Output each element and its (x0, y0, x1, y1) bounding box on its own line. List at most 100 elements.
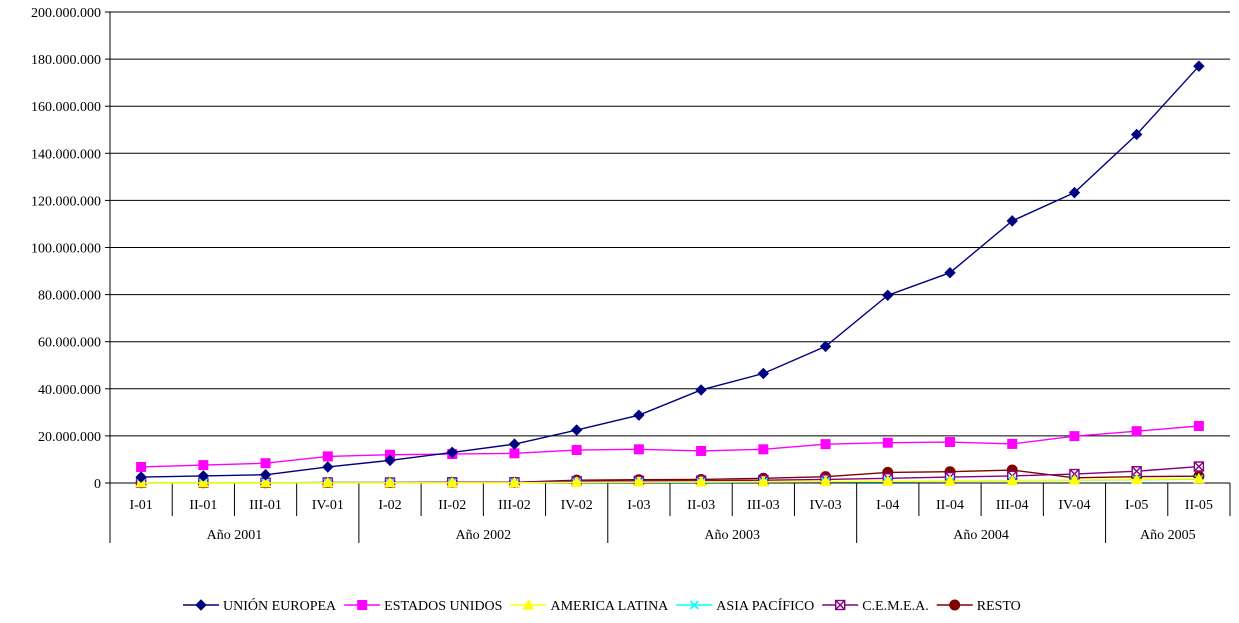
data-point-marker (198, 460, 209, 471)
group-label: Año 2003 (704, 528, 760, 543)
legend-item: C.E.M.E.A. (822, 599, 929, 614)
x-tick-label: IV-04 (1058, 498, 1090, 513)
x-tick-label: II-04 (936, 498, 964, 513)
y-tick-label: 0 (94, 477, 101, 492)
data-point-marker (882, 437, 893, 448)
data-point-marker-cross (1131, 466, 1142, 477)
x-tick-label: II-01 (189, 498, 217, 513)
data-point-marker (944, 266, 956, 279)
data-point-marker (945, 437, 955, 448)
series-line (141, 425, 1199, 468)
data-point-marker (1068, 474, 1081, 485)
data-point-marker-cross (1193, 461, 1204, 472)
x-tick-label: I-02 (378, 498, 401, 513)
x-tick-label: III-03 (747, 498, 780, 513)
data-point-marker (633, 444, 644, 455)
x-tick-label: II-03 (687, 498, 715, 513)
legend-label: RESTO (977, 599, 1021, 614)
data-point-marker (384, 476, 396, 488)
data-point-marker (570, 424, 583, 436)
data-point-marker (322, 451, 333, 462)
data-point-marker (1068, 186, 1081, 199)
y-tick-label: 60.000.000 (38, 336, 101, 351)
data-point-marker (633, 476, 645, 487)
legend-item: ESTADOS UNIDOS (344, 599, 502, 614)
data-point-marker (570, 476, 583, 487)
legend-label: ESTADOS UNIDOS (384, 599, 502, 614)
y-tick-label: 200.000.000 (31, 6, 101, 21)
x-tick-label: IV-01 (312, 498, 344, 513)
data-point-marker (695, 475, 707, 487)
data-point-marker (696, 445, 707, 456)
x-tick-label: III-02 (498, 498, 531, 513)
data-point-marker (944, 475, 956, 486)
data-point-marker (1007, 438, 1018, 449)
data-point-marker (1131, 426, 1142, 437)
data-point-marker (135, 471, 147, 483)
data-point-marker (259, 476, 272, 488)
data-point-marker-cross (835, 600, 846, 610)
data-point-marker (322, 461, 334, 473)
data-point-marker (508, 438, 521, 450)
data-point-marker (446, 446, 458, 459)
data-point-marker (136, 461, 147, 472)
y-tick-label: 40.000.000 (38, 383, 101, 398)
data-point-marker (1006, 215, 1018, 227)
y-tick-label: 120.000.000 (31, 194, 101, 209)
data-point-marker (446, 476, 459, 488)
y-tick-label: 20.000.000 (38, 430, 101, 445)
legend-label: AMERICA LATINA (550, 599, 669, 614)
gridlines (110, 11, 1230, 484)
data-point-marker (260, 458, 271, 469)
x-tick-label: IV-03 (809, 498, 841, 513)
data-point-marker (1006, 474, 1019, 486)
data-point-marker (357, 600, 368, 610)
data-point-marker (522, 598, 535, 610)
data-point-marker (758, 444, 769, 455)
legend-item: ASIA PACÍFICO (676, 597, 814, 614)
legend-item: AMERICA LATINA (510, 598, 669, 614)
series-uni-n-europea (135, 60, 1205, 483)
data-point-marker (508, 476, 521, 488)
series-line (141, 478, 1199, 484)
x-tick-label: IV-02 (561, 498, 593, 513)
group-label: Año 2005 (1140, 528, 1196, 543)
data-point-marker (757, 475, 770, 487)
group-label: Año 2002 (456, 528, 512, 543)
x-tick-label: I-05 (1125, 498, 1148, 513)
legend-item: UNIÓN EUROPEA (183, 597, 337, 614)
legend-label: ASIA PACÍFICO (716, 597, 814, 614)
data-point-marker (689, 600, 699, 610)
series-group (135, 60, 1205, 489)
data-point-marker (819, 475, 832, 487)
data-point-marker (1193, 472, 1205, 484)
data-point-marker (321, 476, 334, 488)
data-point-marker (1193, 60, 1205, 72)
x-tick-label: I-01 (129, 498, 152, 513)
x-tick-label: III-01 (249, 498, 282, 513)
data-point-marker (695, 384, 707, 396)
x-axis: I-01 II-01 III-01 IV-01 I-02 II-02 III-02 IV-02… (109, 12, 1231, 543)
data-point-marker (1130, 473, 1143, 484)
y-tick-label: 80.000.000 (38, 289, 101, 304)
data-point-marker (1193, 421, 1204, 432)
x-tick-label: II-02 (438, 498, 466, 513)
legend-item: RESTO (936, 599, 1021, 614)
series-estados-unidos (136, 421, 1204, 472)
legend: UNIÓN EUROPEA ESTADOS UNIDOS AMERICA LATIN… (183, 597, 1021, 614)
data-point-marker (949, 599, 961, 611)
legend-label: C.E.M.E.A. (862, 599, 929, 614)
group-label: Año 2004 (953, 528, 1009, 543)
x-tick-label: I-03 (627, 498, 650, 513)
data-point-marker (259, 469, 272, 481)
data-point-marker (509, 448, 520, 459)
data-point-marker (820, 439, 831, 450)
data-point-marker (882, 289, 894, 302)
data-point-marker (197, 470, 210, 482)
data-point-marker (195, 599, 207, 611)
x-tick-label: III-04 (996, 498, 1029, 513)
data-point-marker (633, 409, 645, 421)
series-line (141, 65, 1200, 478)
